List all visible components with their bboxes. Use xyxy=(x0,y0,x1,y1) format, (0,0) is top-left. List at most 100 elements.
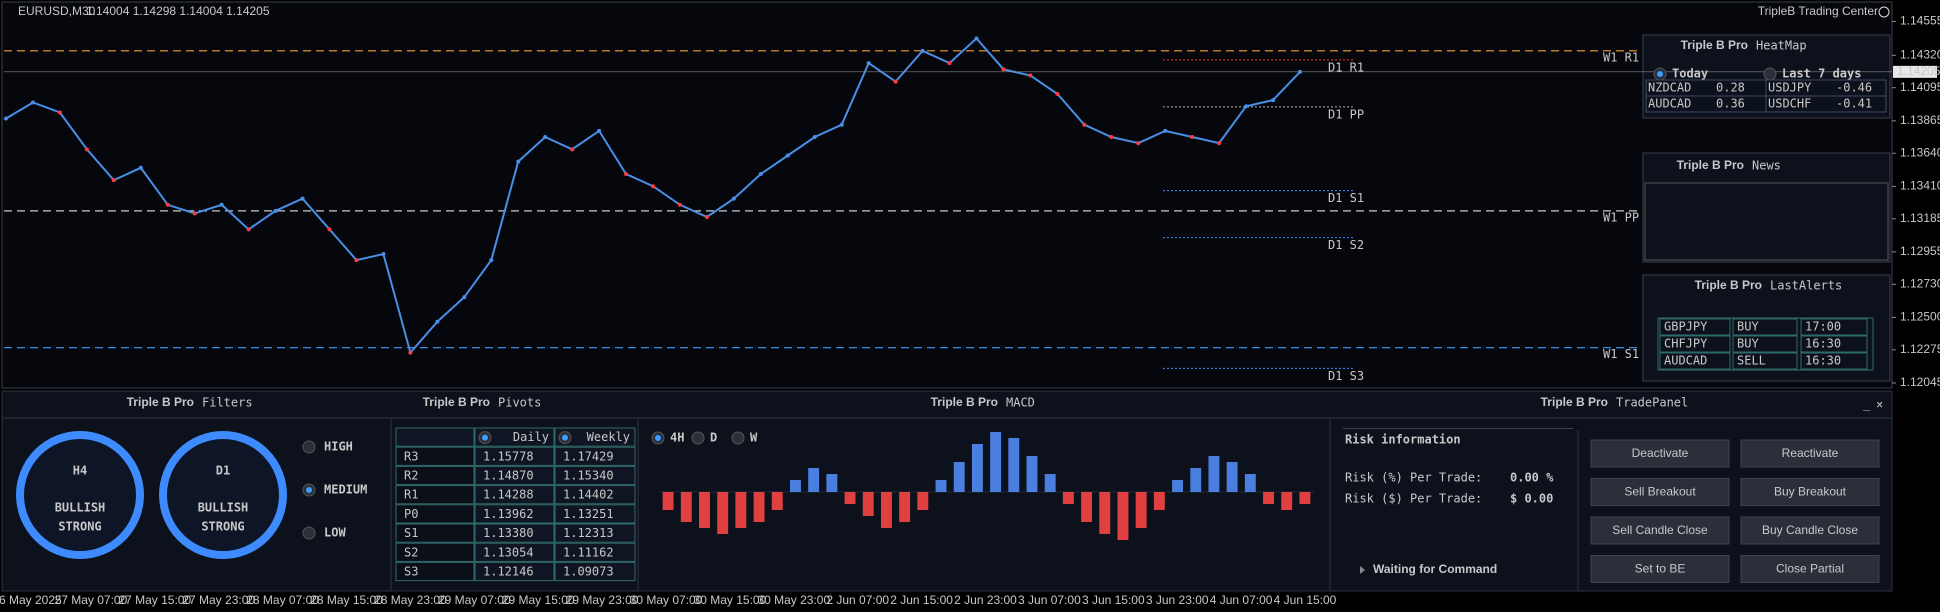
macd-timeframe[interactable] xyxy=(691,431,705,445)
weekly-level-label: W1 S1 xyxy=(1603,347,1639,361)
price-point xyxy=(731,196,736,201)
pivot-cell xyxy=(395,465,475,486)
filter-level[interactable] xyxy=(302,440,316,454)
action-button[interactable] xyxy=(1590,555,1730,583)
macd-timeframe[interactable] xyxy=(731,431,745,445)
action-button[interactable] xyxy=(1590,439,1730,468)
pivot-cell xyxy=(554,446,636,466)
filter-level-label: MEDIUM xyxy=(324,483,367,497)
panel-title: News xyxy=(1752,159,1781,173)
alert-pair: AUDCAD xyxy=(1664,354,1707,368)
action-button-label[interactable]: Buy Breakout xyxy=(1774,485,1847,499)
x-tick-label: 26 May 2025 xyxy=(0,593,62,607)
macd-bar xyxy=(1190,468,1202,492)
alert-time: 16:30 xyxy=(1805,354,1841,368)
risk-value: $ 0.00 xyxy=(1510,492,1553,506)
gauge-bias: BULLISH xyxy=(198,501,249,515)
pivot-value: 1.13251 xyxy=(563,507,614,521)
action-button[interactable] xyxy=(1740,478,1880,506)
news-widget xyxy=(1642,152,1891,263)
alert-side: BUY xyxy=(1737,320,1759,334)
x-tick-label: 27 May 23:00 xyxy=(182,593,255,607)
macd-bar xyxy=(1026,456,1038,492)
filter-level-label: LOW xyxy=(324,526,346,540)
risk-label: Risk ($) Per Trade: xyxy=(1345,492,1482,506)
pivot-value: R1 xyxy=(404,488,418,502)
pivot-cell xyxy=(395,542,475,562)
weekly-level-label: W1 R1 xyxy=(1603,50,1639,64)
macd-bar xyxy=(1244,474,1256,492)
pivot-cell xyxy=(474,485,555,505)
price-point xyxy=(1190,134,1195,139)
x-tick-label: 2 Jun 23:00 xyxy=(954,593,1017,607)
action-button-label[interactable]: Set to BE xyxy=(1635,562,1686,576)
price-point xyxy=(1082,122,1087,127)
pivot-cell xyxy=(474,446,555,466)
pivot-column-header: Daily xyxy=(513,430,549,444)
pivot-value: 1.12146 xyxy=(483,565,534,579)
macd-bar xyxy=(1099,492,1111,534)
action-button[interactable] xyxy=(1590,478,1730,506)
pivot-value: S1 xyxy=(404,526,418,540)
pivot-cell xyxy=(554,523,636,543)
heatmap-option[interactable] xyxy=(1763,67,1777,81)
x-tick-label: 3 Jun 23:00 xyxy=(1146,593,1209,607)
x-tick-label: 28 May 15:00 xyxy=(310,593,383,607)
close-button[interactable]: × xyxy=(1876,398,1883,412)
filter-level-label: HIGH xyxy=(324,440,353,454)
macd-timeframe-dot xyxy=(655,435,661,441)
action-button[interactable] xyxy=(1740,516,1880,545)
pivot-cell xyxy=(395,523,475,543)
price-point xyxy=(866,61,871,66)
alerts-cell xyxy=(1732,318,1798,336)
gauge-ring xyxy=(16,431,144,559)
macd-bar xyxy=(1281,492,1293,510)
price-point xyxy=(1217,141,1222,146)
pivot-cell xyxy=(554,485,636,505)
alert-time: 16:30 xyxy=(1805,337,1841,351)
price-point xyxy=(4,116,8,121)
status: Waiting for Command xyxy=(1373,562,1497,576)
pivot-value: S3 xyxy=(404,565,418,579)
gauge-bias: BULLISH xyxy=(55,501,106,515)
heatmap-cell-text: -0.46 xyxy=(1836,81,1872,95)
macd-bar xyxy=(1153,492,1165,510)
pivot-column-toggle-dot xyxy=(482,434,488,441)
pivot-cell xyxy=(474,465,555,486)
minimize-button[interactable]: _ xyxy=(1863,397,1871,411)
panel-title: Pivots xyxy=(498,396,541,410)
action-button[interactable] xyxy=(1740,555,1880,583)
macd-bar xyxy=(844,492,856,504)
price-point xyxy=(704,215,709,220)
action-button[interactable] xyxy=(1740,439,1880,468)
price-point xyxy=(138,165,143,170)
action-button-label[interactable]: Reactivate xyxy=(1782,446,1839,460)
action-button-label[interactable]: Sell Candle Close xyxy=(1612,523,1708,537)
action-button-label[interactable]: Sell Breakout xyxy=(1624,485,1696,499)
x-tick-label: 28 May 23:00 xyxy=(374,593,447,607)
action-button-label[interactable]: Buy Candle Close xyxy=(1762,523,1858,537)
macd-timeframe-label: 4H xyxy=(670,431,684,445)
price-point xyxy=(111,178,116,183)
pivot-cell xyxy=(554,504,636,524)
news-table xyxy=(1644,182,1889,261)
action-button-label[interactable]: Deactivate xyxy=(1632,446,1689,460)
price-point xyxy=(381,252,386,257)
x-tick-label: 27 May 07:00 xyxy=(55,593,128,607)
filter-level[interactable] xyxy=(302,526,316,540)
action-button[interactable] xyxy=(1590,516,1730,545)
price-point xyxy=(812,134,817,139)
pivot-value: 1.14870 xyxy=(483,469,534,483)
price-point xyxy=(165,202,170,207)
macd-bar xyxy=(880,492,892,528)
macd-bar xyxy=(790,480,801,492)
action-button-label[interactable]: Close Partial xyxy=(1776,562,1844,576)
panel-title: MACD xyxy=(1006,396,1035,410)
pivot-value: R3 xyxy=(404,449,418,463)
ohlc: 1.14004 1.14298 1.14004 1.14205 xyxy=(86,4,270,18)
price-point xyxy=(1244,104,1249,109)
daily-level-label: D1 S3 xyxy=(1328,369,1364,383)
macd-bar xyxy=(771,492,783,510)
panel-title: LastAlerts xyxy=(1770,279,1842,293)
